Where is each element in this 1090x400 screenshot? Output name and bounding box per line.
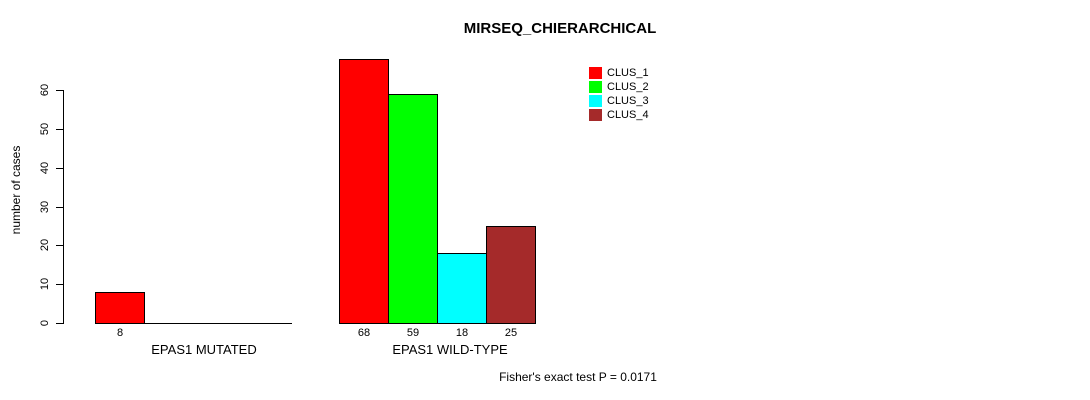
y-axis-tick-label: 20 — [39, 238, 51, 252]
legend-item-clus_3: CLUS_3 — [589, 94, 649, 108]
y-axis-tick — [56, 207, 63, 208]
legend-swatch-icon — [589, 67, 602, 79]
legend-swatch-icon — [589, 81, 602, 93]
bar-clus_1 — [95, 292, 145, 324]
y-axis-tick-label: 30 — [39, 200, 51, 214]
bar-value-label: 18 — [455, 327, 469, 339]
y-axis-title: number of cases — [9, 145, 23, 235]
legend-swatch-icon — [589, 109, 602, 121]
legend-item-clus_1: CLUS_1 — [589, 66, 649, 80]
y-axis-tick-label: 40 — [39, 161, 51, 175]
bar-clus_3 — [437, 253, 487, 324]
fisher-test-annotation: Fisher's exact test P = 0.0171 — [499, 370, 657, 384]
y-axis-tick-label: 60 — [39, 83, 51, 97]
bar-value-label: 25 — [504, 327, 518, 339]
legend-swatch-icon — [589, 95, 602, 107]
bar-value-label: 59 — [406, 327, 420, 339]
y-axis-tick-label: 50 — [39, 122, 51, 136]
legend-label: CLUS_4 — [607, 109, 649, 121]
bar-value-label: 68 — [357, 327, 371, 339]
legend-item-clus_4: CLUS_4 — [589, 108, 649, 122]
y-axis-tick — [56, 168, 63, 169]
y-axis-tick — [56, 245, 63, 246]
y-axis-tick — [56, 284, 63, 285]
y-axis-tick — [56, 323, 63, 324]
group-label-epas1-mutated: EPAS1 MUTATED — [151, 342, 257, 357]
group-label-epas1-wild-type: EPAS1 WILD-TYPE — [392, 342, 508, 357]
legend-label: CLUS_3 — [607, 95, 649, 107]
y-axis-tick — [56, 129, 63, 130]
bar-clus_4 — [486, 226, 536, 324]
legend-label: CLUS_2 — [607, 81, 649, 93]
y-axis-tick-label: 10 — [39, 277, 51, 291]
legend-item-clus_2: CLUS_2 — [589, 80, 649, 94]
y-axis-tick-label: 0 — [39, 319, 51, 327]
legend: CLUS_1 CLUS_2 CLUS_3 CLUS_4 — [589, 66, 649, 122]
y-axis-tick — [56, 90, 63, 91]
bar-value-label: 8 — [116, 327, 124, 339]
x-axis-line — [95, 323, 292, 324]
y-axis-line — [63, 90, 64, 324]
chart-title: MIRSEQ_CHIERARCHICAL — [463, 20, 657, 37]
legend-label: CLUS_1 — [607, 67, 649, 79]
bar-clus_1 — [339, 59, 389, 324]
bar-clus_2 — [388, 94, 438, 324]
